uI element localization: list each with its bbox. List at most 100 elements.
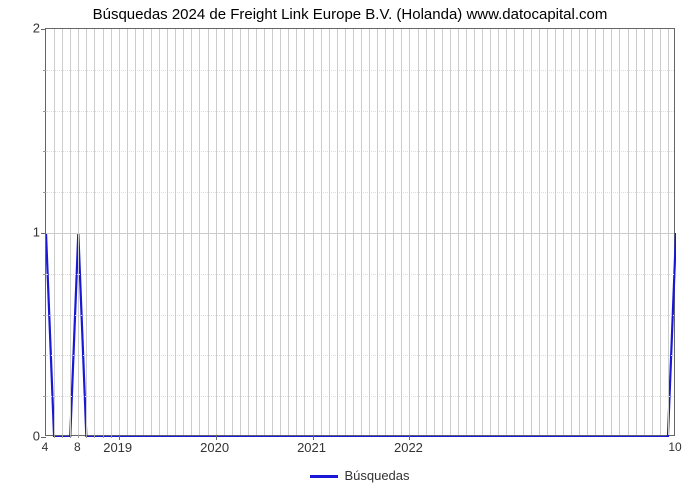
grid-line-v — [555, 29, 556, 435]
grid-line-v — [490, 29, 491, 435]
x-minor-tick — [54, 435, 55, 438]
x-minor-tick — [94, 435, 95, 438]
grid-line-v — [183, 29, 184, 435]
grid-line-v — [103, 29, 104, 435]
y-minor-tick — [43, 396, 46, 397]
grid-line-v — [304, 29, 305, 435]
grid-line-v — [619, 29, 620, 435]
grid-line-v — [135, 29, 136, 435]
grid-line-v — [482, 29, 483, 435]
chart-container: Búsquedas 2024 de Freight Link Europe B.… — [0, 0, 700, 500]
grid-line-v — [595, 29, 596, 435]
grid-line-v — [579, 29, 580, 435]
x-corner-label-left: 4 — [42, 440, 49, 454]
y-minor-tick — [43, 315, 46, 316]
grid-line-v — [86, 29, 87, 435]
grid-line-v — [70, 29, 71, 435]
grid-line-v — [256, 29, 257, 435]
grid-line-v — [628, 29, 629, 435]
grid-line-v — [369, 29, 370, 435]
y-axis-label: 0 — [33, 429, 40, 444]
grid-line-v — [514, 29, 515, 435]
grid-line-v — [611, 29, 612, 435]
grid-line-v — [361, 29, 362, 435]
y-minor-tick — [43, 151, 46, 152]
grid-line-v — [401, 29, 402, 435]
grid-line-v — [393, 29, 394, 435]
grid-line-v — [418, 29, 419, 435]
grid-line-v — [660, 29, 661, 435]
grid-line-v — [321, 29, 322, 435]
y-minor-tick — [43, 355, 46, 356]
grid-line-v — [224, 29, 225, 435]
grid-line-v — [353, 29, 354, 435]
grid-line-v — [644, 29, 645, 435]
grid-line-v — [531, 29, 532, 435]
grid-line-v — [636, 29, 637, 435]
grid-line-v — [329, 29, 330, 435]
grid-line-v — [248, 29, 249, 435]
grid-line-v — [345, 29, 346, 435]
x-minor-tick — [70, 435, 71, 438]
grid-line-v — [539, 29, 540, 435]
x-axis-label: 2020 — [200, 440, 229, 455]
grid-line-v — [337, 29, 338, 435]
grid-line-v — [175, 29, 176, 435]
grid-line-v — [587, 29, 588, 435]
grid-line-v — [523, 29, 524, 435]
grid-line-v — [652, 29, 653, 435]
legend-label: Búsquedas — [344, 468, 409, 483]
grid-line-v — [119, 29, 120, 435]
grid-line-v — [442, 29, 443, 435]
grid-line-v — [78, 29, 79, 435]
y-tick — [41, 29, 46, 30]
y-minor-tick — [43, 111, 46, 112]
y-tick — [41, 233, 46, 234]
grid-line-v — [94, 29, 95, 435]
grid-line-v — [434, 29, 435, 435]
grid-line-v — [280, 29, 281, 435]
grid-line-v — [208, 29, 209, 435]
grid-line-v — [409, 29, 410, 435]
grid-line-v — [450, 29, 451, 435]
grid-line-v — [167, 29, 168, 435]
x-minor-tick — [111, 435, 112, 438]
grid-line-v — [603, 29, 604, 435]
x-minor-tick — [86, 435, 87, 438]
legend: Búsquedas — [45, 468, 675, 483]
legend-swatch — [310, 475, 338, 478]
x-axis-label: 2022 — [394, 440, 423, 455]
grid-line-v — [426, 29, 427, 435]
grid-line-v — [127, 29, 128, 435]
grid-line-v — [151, 29, 152, 435]
y-axis-label: 1 — [33, 225, 40, 240]
grid-line-v — [385, 29, 386, 435]
y-minor-tick — [43, 70, 46, 71]
grid-line-v — [547, 29, 548, 435]
grid-line-v — [216, 29, 217, 435]
grid-line-v — [159, 29, 160, 435]
x-axis-label: 2021 — [297, 440, 326, 455]
grid-line-v — [498, 29, 499, 435]
grid-line-v — [377, 29, 378, 435]
y-tick — [41, 437, 46, 438]
grid-line-v — [563, 29, 564, 435]
grid-line-v — [143, 29, 144, 435]
y-axis-label: 2 — [33, 21, 40, 36]
grid-line-v — [272, 29, 273, 435]
grid-line-v — [62, 29, 63, 435]
chart-title: Búsquedas 2024 de Freight Link Europe B.… — [0, 6, 700, 23]
y-minor-tick — [43, 274, 46, 275]
grid-line-v — [313, 29, 314, 435]
x-axis-label: 2019 — [103, 440, 132, 455]
grid-line-v — [264, 29, 265, 435]
x-minor-tick — [103, 435, 104, 438]
plot-area — [45, 28, 675, 436]
grid-line-v — [474, 29, 475, 435]
grid-line-v — [199, 29, 200, 435]
x-minor-label: 8 — [74, 440, 81, 454]
grid-line-v — [668, 29, 669, 435]
grid-line-v — [288, 29, 289, 435]
grid-line-v — [296, 29, 297, 435]
grid-line-v — [54, 29, 55, 435]
